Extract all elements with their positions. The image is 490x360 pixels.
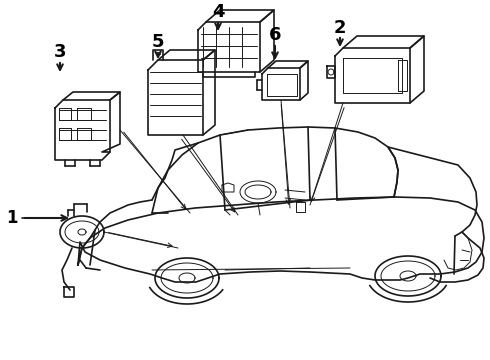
Text: 6: 6	[269, 26, 281, 44]
Text: 3: 3	[54, 43, 66, 61]
Text: 5: 5	[152, 33, 164, 51]
Text: 4: 4	[212, 3, 224, 21]
Text: 1: 1	[6, 209, 18, 227]
Text: 2: 2	[334, 19, 346, 37]
